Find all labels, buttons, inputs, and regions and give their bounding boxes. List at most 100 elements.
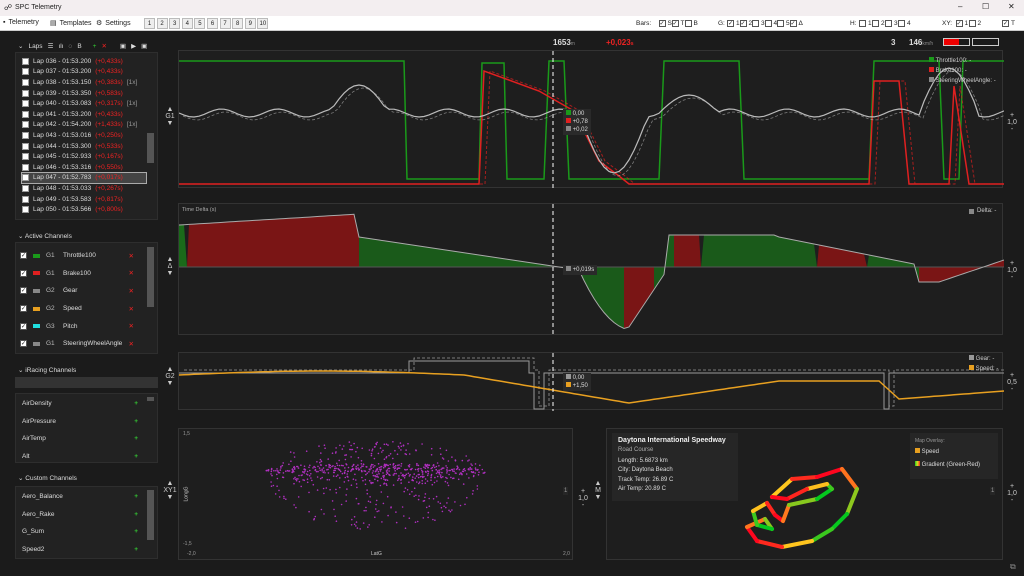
page-button-2[interactable]: 2 <box>156 18 168 29</box>
channel-group[interactable]: G2 <box>46 305 55 313</box>
channel-group[interactable]: G2 <box>46 287 55 295</box>
list-icon[interactable]: ☰ <box>47 43 54 50</box>
checkbox[interactable] <box>872 20 879 27</box>
lap-item[interactable]: Lap 041 - 01:53.200 (+0,433s) <box>22 109 146 120</box>
channel-color-swatch[interactable] <box>33 306 40 311</box>
lap-checkbox[interactable] <box>22 121 29 129</box>
track-map[interactable]: Daytona International Speedway Road Cour… <box>606 428 1003 560</box>
iracing_channels-item[interactable]: AirTemp + <box>20 430 146 448</box>
checkbox[interactable] <box>777 20 784 27</box>
g-toggle-2[interactable]: 3 <box>752 20 765 27</box>
lap-checkbox[interactable] <box>22 184 29 192</box>
zoom-out-button[interactable]: - <box>1010 126 1014 133</box>
checkbox[interactable] <box>684 20 692 27</box>
channel-group[interactable]: G3 <box>46 322 55 330</box>
checkbox[interactable]: ✓ <box>739 20 747 27</box>
iracing_channels-item[interactable]: Alt + <box>20 448 146 466</box>
move-up-icon[interactable]: ▲ <box>166 366 174 373</box>
remove-channel-icon[interactable]: ✕ <box>128 305 134 313</box>
popout-icon[interactable]: ⧉ <box>1010 562 1016 571</box>
best-lap-button[interactable]: B <box>77 42 82 50</box>
lap-item[interactable]: Lap 036 - 01:53.200 (+0,433s) <box>22 56 146 67</box>
channel-group[interactable]: G1 <box>46 252 55 260</box>
channel-checkbox[interactable]: ✓ <box>20 287 27 295</box>
lap-item[interactable]: Lap 037 - 01:53.200 (+0,433s) <box>22 67 146 78</box>
lap-item[interactable]: Lap 047 - 01:52.783 (+0,017s) <box>21 171 147 185</box>
g2-chart[interactable]: Gear: - Speed: - 0,00 +1,50 <box>178 352 1009 411</box>
lap-checkbox[interactable] <box>22 78 29 86</box>
lap-item[interactable]: Lap 048 - 01:53.033 (+0,267s) <box>22 183 146 194</box>
channel-color-swatch[interactable] <box>33 324 40 329</box>
page-button-4[interactable]: 4 <box>181 18 193 29</box>
add-channel-icon[interactable]: + <box>134 417 138 425</box>
iracing_channels-item[interactable]: AirDensity + <box>20 395 146 413</box>
lap-item[interactable]: Lap 045 - 01:52.933 (+0,167s) <box>22 151 146 162</box>
lap-item[interactable]: Lap 040 - 01:53.083 (+0,317s) [1x] <box>22 98 146 109</box>
active-channels-header[interactable]: ⌄ Active Channels <box>18 233 72 240</box>
custom-channels-header[interactable]: ⌄ Custom Channels <box>18 475 77 482</box>
channel-group[interactable]: G1 <box>46 340 55 348</box>
menu-templates[interactable]: ▤ Templates <box>50 19 92 28</box>
add-channel-icon[interactable]: + <box>134 400 138 408</box>
active-channels-scrollbar[interactable] <box>147 247 154 307</box>
add-channel-icon[interactable]: + <box>134 453 138 461</box>
active-channel-item[interactable]: ✓ G2 Speed ✕ <box>20 300 146 318</box>
g-toggle-1[interactable]: ✓ 2 <box>739 20 752 27</box>
checkbox[interactable]: ✓ <box>658 20 666 27</box>
page-button-6[interactable]: 6 <box>207 18 218 29</box>
menu-settings[interactable]: ⚙ Settings <box>96 19 131 28</box>
save-icon[interactable]: ▣ <box>119 43 127 50</box>
channel-checkbox[interactable]: ✓ <box>20 252 27 260</box>
zoom-out-button[interactable]: - <box>1010 386 1014 393</box>
lap-checkbox[interactable] <box>22 100 29 108</box>
channel-checkbox[interactable]: ✓ <box>20 305 27 313</box>
zoom-out-button[interactable]: - <box>1010 497 1014 504</box>
custom_channels-item[interactable]: Aero_Rake + <box>20 506 146 524</box>
custom-scrollbar[interactable] <box>147 490 154 540</box>
add-channel-icon[interactable]: + <box>134 493 138 501</box>
remove-channel-icon[interactable]: ✕ <box>128 252 134 260</box>
zoom-in-button[interactable]: + <box>1009 483 1015 490</box>
refresh-icon[interactable]: ◌ <box>68 42 73 50</box>
page-button-7[interactable]: 7 <box>219 18 231 29</box>
page-button-3[interactable]: 3 <box>169 18 181 29</box>
channel-color-swatch[interactable] <box>33 271 40 276</box>
lap-item[interactable]: Lap 049 - 01:53.583 (+0,817s) <box>22 194 146 205</box>
add-lap-icon[interactable]: + <box>92 42 97 50</box>
lap-checkbox[interactable] <box>22 68 29 76</box>
active-channel-item[interactable]: ✓ G1 Throttle100 ✕ <box>20 247 146 265</box>
remove-channel-icon[interactable]: ✕ <box>128 287 134 295</box>
lap-item[interactable]: Lap 044 - 01:53.300 (+0,533s) <box>22 141 146 152</box>
bars-toggle-1[interactable]: ✓ T <box>671 20 684 27</box>
checkbox[interactable]: ✓ <box>1002 20 1009 27</box>
zoom-out-button[interactable]: - <box>1010 274 1014 281</box>
lap-checkbox[interactable] <box>22 142 29 150</box>
zoom-in-button[interactable]: + <box>1009 372 1015 379</box>
add-channel-icon[interactable]: + <box>134 546 138 554</box>
remove-lap-icon[interactable]: ✕ <box>101 43 107 50</box>
channel-checkbox[interactable]: ✓ <box>20 340 27 348</box>
checkbox[interactable] <box>898 20 905 27</box>
custom_channels-item[interactable]: Speed2 + <box>20 541 146 559</box>
bar-chart-icon[interactable]: ılı <box>58 42 64 50</box>
g1-chart[interactable]: Throttle100: - Brake100: - SteeringWheel… <box>178 50 1010 189</box>
move-up-icon[interactable]: ▲ <box>594 480 602 487</box>
lap-item[interactable]: Lap 050 - 01:53.566 (+0,800s) <box>22 204 146 215</box>
channel-group[interactable]: G1 <box>46 269 55 277</box>
active-channel-item[interactable]: ✓ G2 Gear ✕ <box>20 282 146 300</box>
iracing-channel-search[interactable] <box>15 377 158 388</box>
zoom-in-button[interactable]: + <box>1009 112 1015 119</box>
lap-item[interactable]: Lap 039 - 01:53.350 (+0,583s) <box>22 88 146 99</box>
lap-list-scrollbar[interactable] <box>147 133 154 163</box>
iracing-scrollbar[interactable] <box>147 397 154 401</box>
menu-telemetry[interactable]: ▪ Telemetry <box>3 19 39 26</box>
checkbox[interactable] <box>859 20 866 27</box>
move-up-icon[interactable]: ▲ <box>166 256 174 263</box>
map-overlay-channel-select[interactable]: Speed <box>915 448 993 455</box>
g-toggle-0[interactable]: ✓ 1 <box>727 20 740 27</box>
delta-chart[interactable]: Time Delta (s) Delta: - +0,019s <box>178 203 1005 336</box>
play-icon[interactable]: ▶ <box>131 43 137 50</box>
page-button-5[interactable]: 5 <box>194 18 206 29</box>
add-channel-icon[interactable]: + <box>134 435 138 443</box>
checkbox[interactable]: ✓ <box>671 20 679 27</box>
